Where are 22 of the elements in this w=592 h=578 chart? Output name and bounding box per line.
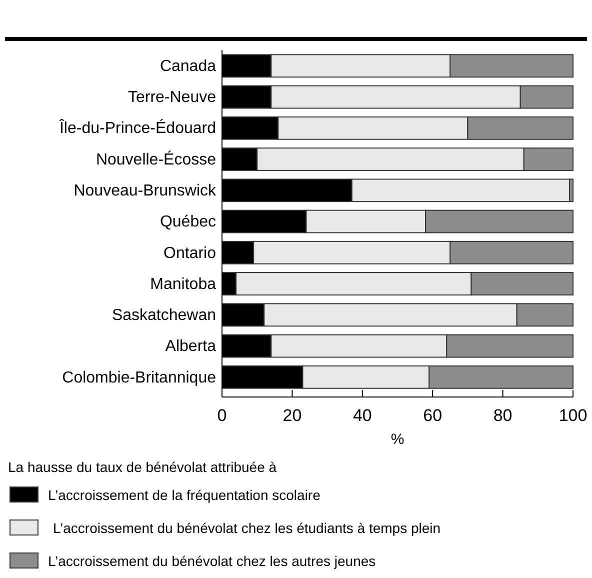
x-tick-label: 20	[282, 406, 302, 426]
y-tick-label: Manitoba	[150, 276, 216, 293]
x-tick-label: 100	[558, 406, 588, 426]
x-tick-label: 40	[352, 406, 372, 426]
legend-label: L’accroissement de la fréquentation scolaire	[48, 487, 321, 503]
y-tick-label: Canada	[160, 58, 216, 75]
x-tick-label: 0	[217, 406, 227, 426]
legend-label: L’accroissement du bénévolat chez les étudiants à temps plein	[53, 520, 441, 536]
x-tick-label: 60	[423, 406, 442, 426]
y-tick-label: Saskatchewan	[112, 306, 216, 324]
x-axis-title: %	[390, 431, 404, 448]
y-tick-label: Ontario	[164, 244, 216, 262]
y-tick-label: Terre-Neuve	[128, 89, 216, 106]
y-tick-label: Colombie-Britannique	[62, 369, 216, 386]
y-tick-label: Nouveau-Brunswick	[74, 182, 217, 200]
legend-label: L’accroissement du bénévolat chez les autres jeunes	[48, 553, 376, 569]
y-tick-label: Île-du-Prince-Édouard	[58, 119, 216, 138]
y-tick-label: Québec	[160, 214, 216, 231]
y-tick-label: Alberta	[165, 338, 216, 356]
x-tick-label: 80	[493, 406, 512, 426]
y-tick-label: Nouvelle-Écosse	[96, 150, 216, 168]
legend-title: La hausse du taux de bénévolat attribuée à	[8, 459, 277, 475]
